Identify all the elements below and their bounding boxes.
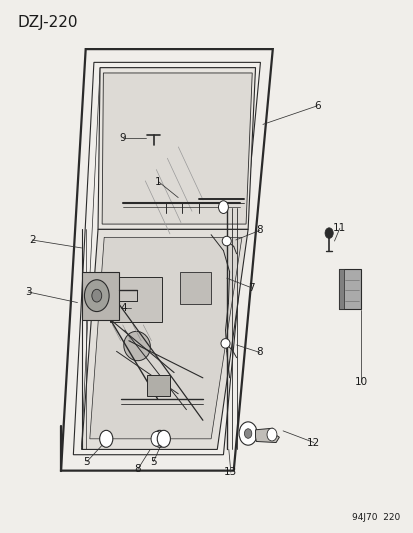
Polygon shape — [81, 68, 255, 447]
Text: 7: 7 — [247, 282, 254, 293]
Circle shape — [100, 430, 113, 447]
Text: 8: 8 — [134, 464, 141, 474]
Polygon shape — [110, 277, 161, 322]
Text: 9: 9 — [119, 133, 126, 143]
Text: 4: 4 — [120, 303, 127, 313]
Polygon shape — [338, 269, 360, 309]
Circle shape — [84, 280, 109, 312]
Polygon shape — [338, 269, 343, 309]
Circle shape — [244, 429, 251, 438]
Circle shape — [324, 228, 332, 238]
Polygon shape — [81, 272, 118, 319]
Text: DZJ-220: DZJ-220 — [18, 14, 78, 30]
Polygon shape — [81, 229, 247, 449]
Circle shape — [92, 289, 102, 302]
Text: 13: 13 — [224, 467, 237, 477]
Text: 5: 5 — [150, 457, 157, 466]
Text: 1: 1 — [155, 176, 161, 187]
Ellipse shape — [123, 332, 150, 361]
Polygon shape — [90, 237, 241, 439]
Circle shape — [157, 430, 170, 447]
Text: 5: 5 — [83, 457, 90, 466]
Text: 8: 8 — [256, 348, 262, 358]
Polygon shape — [180, 272, 211, 304]
Polygon shape — [98, 68, 255, 229]
Circle shape — [151, 431, 162, 446]
Text: 10: 10 — [354, 377, 367, 387]
Circle shape — [266, 428, 276, 441]
Text: 12: 12 — [306, 438, 320, 448]
Polygon shape — [255, 428, 279, 442]
Polygon shape — [102, 73, 252, 224]
Circle shape — [218, 201, 228, 214]
Text: 3: 3 — [25, 287, 31, 297]
Circle shape — [153, 430, 166, 447]
Text: 2: 2 — [29, 235, 36, 245]
Circle shape — [238, 422, 256, 445]
Polygon shape — [61, 49, 272, 471]
Polygon shape — [73, 62, 260, 455]
Text: 11: 11 — [332, 223, 346, 233]
Polygon shape — [147, 375, 170, 397]
Text: 6: 6 — [313, 101, 320, 111]
Ellipse shape — [222, 236, 231, 246]
Text: 8: 8 — [256, 225, 262, 236]
Ellipse shape — [221, 338, 230, 348]
Text: 94J70  220: 94J70 220 — [351, 513, 399, 522]
